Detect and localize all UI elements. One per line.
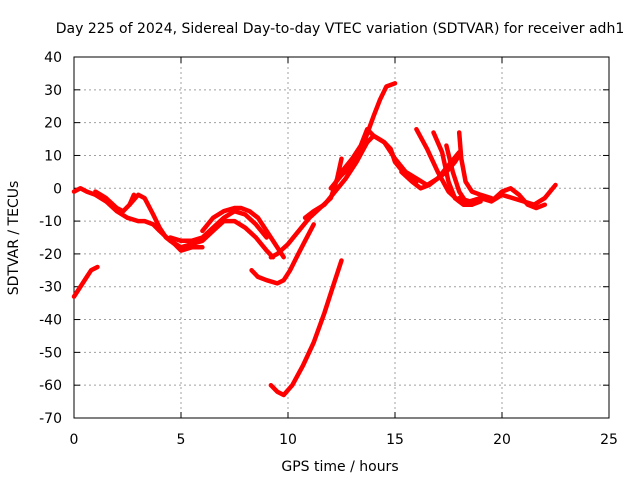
y-tick-label: -20 xyxy=(39,247,62,263)
y-tick-label: 30 xyxy=(44,83,62,99)
series-line-15 xyxy=(431,130,475,207)
x-tick-label: 5 xyxy=(177,432,186,448)
chart-title: Day 225 of 2024, Sidereal Day-to-day VTE… xyxy=(56,21,624,37)
series-line-12 xyxy=(328,81,398,191)
x-axis-label: GPS time / hours xyxy=(281,459,398,475)
y-axis-label: SDTVAR / TECUs xyxy=(6,181,22,296)
y-tick-label: -60 xyxy=(39,378,62,394)
x-tick-label: 15 xyxy=(386,432,404,448)
series-line-3 xyxy=(93,189,137,214)
x-tick-label: 20 xyxy=(493,432,511,448)
y-tick-label: 20 xyxy=(44,116,62,132)
y-tick-label: -50 xyxy=(39,345,62,361)
series-line-10 xyxy=(302,133,462,221)
series-line-4 xyxy=(127,192,205,253)
series-line-6 xyxy=(200,205,286,260)
series-line-17 xyxy=(456,130,494,201)
grid xyxy=(74,57,609,418)
y-tick-label: -10 xyxy=(39,214,62,230)
series-line-9 xyxy=(268,258,344,398)
series-layer xyxy=(71,81,558,398)
series-line-16 xyxy=(444,143,483,207)
series-line-8 xyxy=(249,222,316,286)
series-line-5 xyxy=(168,208,269,244)
plot-frame xyxy=(73,56,610,419)
x-tick-label: 25 xyxy=(600,432,618,448)
y-tick-label: 10 xyxy=(44,148,62,164)
y-tick-label: 0 xyxy=(53,181,62,197)
y-tick-label: 40 xyxy=(44,50,62,66)
y-tick-label: -70 xyxy=(39,411,62,427)
series-line-11 xyxy=(339,126,419,184)
x-tick-label: 0 xyxy=(70,432,79,448)
y-tick-label: -40 xyxy=(39,313,62,329)
series-line-18 xyxy=(456,182,558,207)
y-tick-label: -30 xyxy=(39,280,62,296)
axis-ticks: 0 5 10 15 20 25 -70 -60 -50 -40 -30 -20 -10 0 10 20 30 40 xyxy=(39,50,618,448)
x-tick-label: 10 xyxy=(279,432,297,448)
series-line-13 xyxy=(399,153,462,191)
series-line-19 xyxy=(489,186,548,211)
series-line-1 xyxy=(71,264,100,299)
